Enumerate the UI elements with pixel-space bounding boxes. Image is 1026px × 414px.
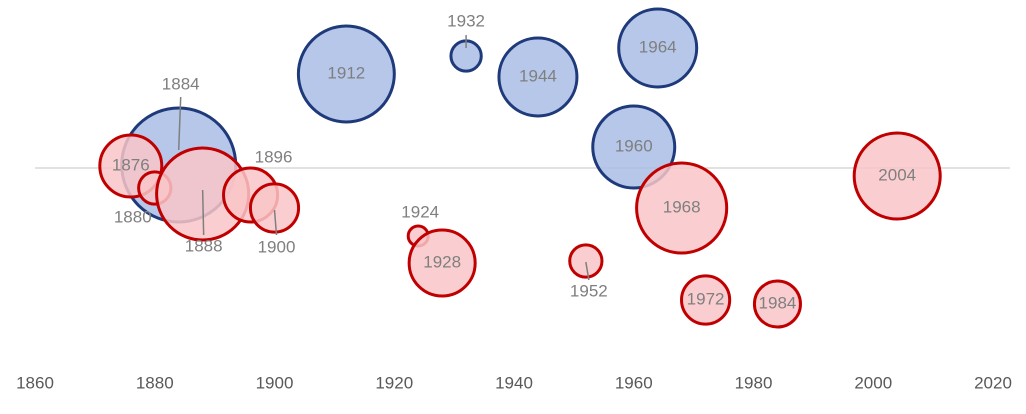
bubble-label: 1876 (112, 155, 150, 174)
bubble-label: 1924 (401, 202, 439, 221)
x-tick-label: 1980 (735, 373, 773, 392)
bubble (407, 228, 477, 298)
x-tick-label: 1960 (615, 373, 653, 392)
bubble-label: 1928 (423, 252, 461, 271)
bubble-label: 1972 (687, 289, 725, 308)
bubble (852, 131, 942, 221)
bubble (591, 104, 677, 190)
bubble-label: 1984 (759, 293, 797, 312)
x-tick-label: 1880 (136, 373, 174, 392)
bubble-label: 1944 (519, 66, 557, 85)
bubble (635, 161, 729, 255)
bubble-label: 1952 (570, 281, 608, 300)
leader-line (201, 189, 205, 236)
bubble-label: 1964 (639, 37, 677, 56)
leader-line (177, 96, 182, 151)
bubble-label: 1900 (258, 237, 296, 256)
bubble (248, 182, 301, 234)
bubble (617, 7, 699, 89)
bubble (296, 24, 396, 124)
leader-line (273, 209, 278, 236)
bubble-label: 1968 (663, 197, 701, 216)
bubble-label: 1932 (447, 11, 485, 30)
bubble (497, 36, 579, 118)
bubble-label: 1896 (255, 147, 293, 166)
x-tick-label: 1940 (495, 373, 533, 392)
x-tick-label: 1860 (16, 373, 54, 392)
bubble (752, 279, 802, 329)
x-tick-label: 2020 (974, 373, 1012, 392)
x-tick-label: 2000 (854, 373, 892, 392)
bubble-label: 1912 (327, 63, 365, 82)
leader-line (585, 261, 590, 281)
bubble (568, 243, 604, 279)
x-tick-label: 1900 (256, 373, 294, 392)
bubble-label: 2004 (878, 165, 916, 184)
bubble-label: 1960 (615, 136, 653, 155)
x-tick-label: 1920 (375, 373, 413, 392)
bubble-label: 1884 (162, 74, 200, 93)
bubble-label: 1888 (185, 236, 223, 255)
bubble (680, 274, 732, 326)
bubble-label: 1880 (114, 207, 152, 226)
